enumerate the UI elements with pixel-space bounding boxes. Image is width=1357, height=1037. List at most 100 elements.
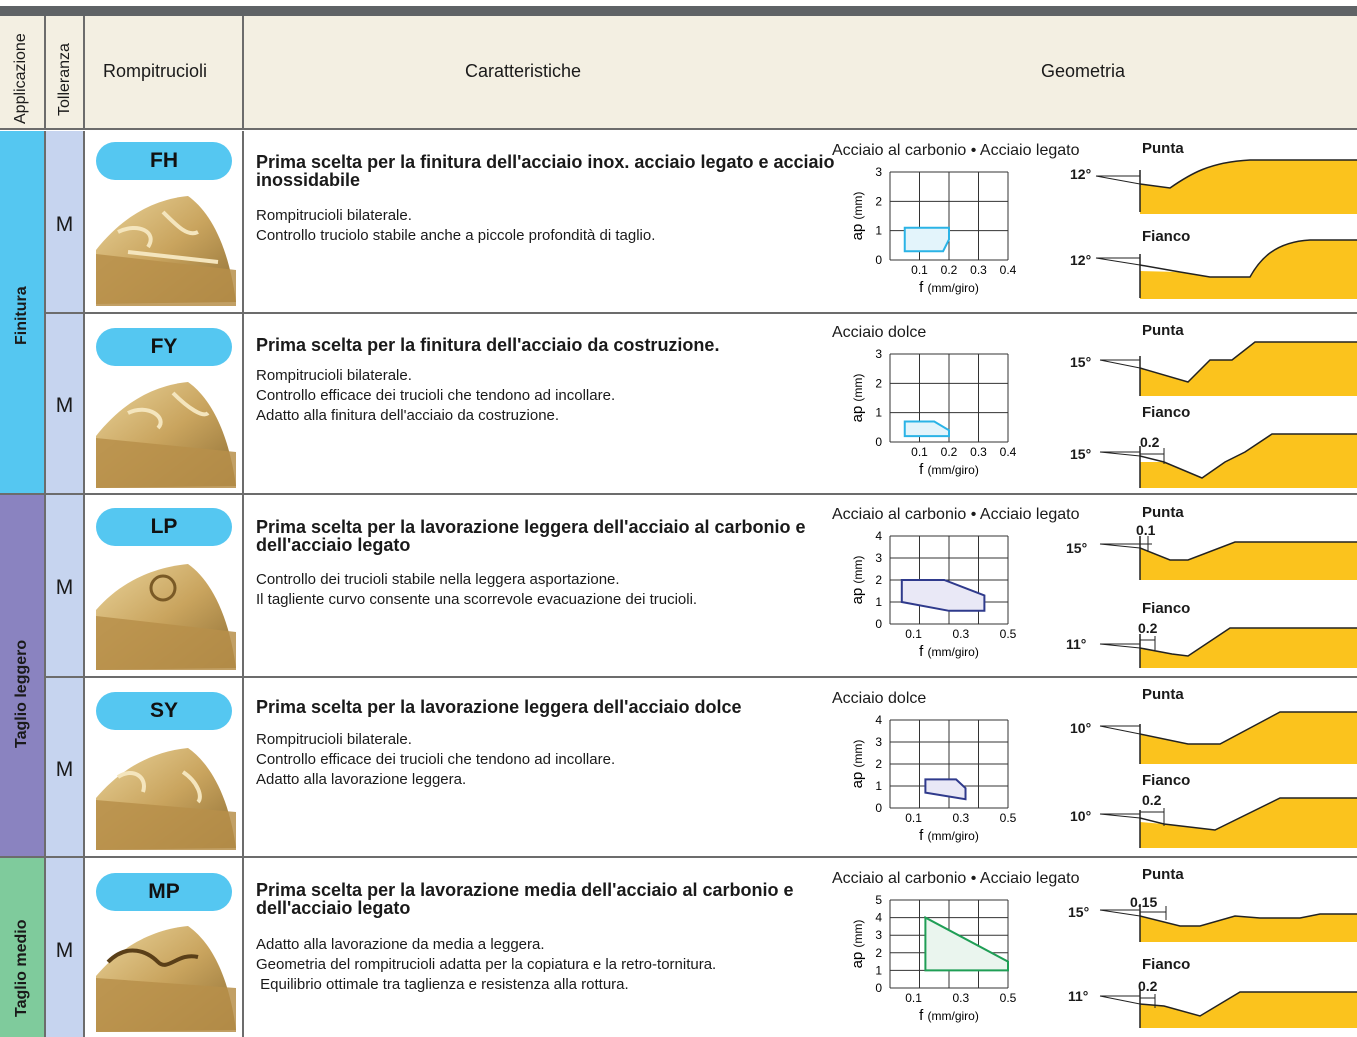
header-caratteristiche-label: Caratteristiche bbox=[465, 61, 582, 81]
application-range-area bbox=[924, 778, 967, 801]
x-tick-label: 0.3 bbox=[952, 811, 969, 825]
y-tick-label: 0 bbox=[875, 435, 882, 449]
x-tick-label: 0.2 bbox=[941, 445, 958, 459]
punta-angle: 12° bbox=[1070, 166, 1092, 182]
y-tick-label: 3 bbox=[875, 347, 882, 361]
breaker-code-badge: FH bbox=[96, 142, 232, 180]
x-tick-label: 0.1 bbox=[905, 627, 922, 641]
chart-title: Acciaio al carbonio • Acciaio legato bbox=[832, 870, 1080, 887]
punta-label: Punta bbox=[1142, 140, 1184, 157]
x-axis-label: f (mm/giro) bbox=[919, 643, 979, 660]
y-tick-label: 1 bbox=[875, 963, 882, 977]
fianco-dimension: 0.2 bbox=[1138, 620, 1158, 636]
x-axis-unit: (mm/giro) bbox=[928, 281, 979, 295]
chart-title: Acciaio dolce bbox=[832, 690, 927, 707]
punta-profile bbox=[1099, 711, 1357, 848]
punta-profile bbox=[1099, 341, 1357, 488]
row-divider bbox=[46, 312, 1357, 314]
y-axis-label: ap (mm) bbox=[849, 374, 866, 423]
header-top-bar bbox=[0, 6, 1357, 16]
fianco-label: Fianco bbox=[1142, 772, 1191, 789]
punta-angle: 15° bbox=[1070, 354, 1092, 370]
y-axis-label: ap (mm) bbox=[849, 740, 866, 789]
y-tick-label: 2 bbox=[875, 946, 882, 960]
header-caratteristiche: Caratteristiche bbox=[244, 16, 828, 130]
fianco-label: Fianco bbox=[1142, 600, 1191, 617]
x-axis-label: f (mm/giro) bbox=[919, 1007, 979, 1024]
feature-description: Rompitrucioli bilaterale. Controllo truc… bbox=[256, 206, 836, 246]
x-axis-unit: (mm/giro) bbox=[928, 1009, 979, 1023]
fianco-dimension: 0.2 bbox=[1138, 978, 1158, 994]
column-separator bbox=[242, 131, 244, 1037]
chart-plot: 0 1 2 3 4 0.1 0.3 0.5 f (mm/giro) ap (mm) bbox=[849, 713, 1017, 844]
geometry-diagram: Punta 0.15 15° Fianco 0.2 11° bbox=[1060, 860, 1357, 1036]
application-range-chart: Acciaio al carbonio • Acciaio legato 0 1 2… bbox=[828, 870, 1128, 1030]
header-geometria-label: Geometria bbox=[1041, 61, 1126, 81]
fianco-angle: 11° bbox=[1068, 988, 1089, 1004]
feature-line: Equilibrio ottimale tra taglienza e resi… bbox=[256, 976, 629, 993]
application-range-chart: Acciaio al carbonio • Acciaio legato 0 1 2… bbox=[828, 506, 1128, 666]
group-taglio-leggero: Taglio leggero bbox=[0, 494, 46, 857]
y-tick-label: 2 bbox=[875, 573, 882, 587]
feature-line: Controllo efficace dei trucioli che tend… bbox=[256, 751, 616, 768]
x-axis-label: f (mm/giro) bbox=[919, 827, 979, 844]
y-tick-label: 1 bbox=[875, 224, 882, 238]
header-rompitrucioli: Rompitrucioli bbox=[85, 16, 244, 130]
y-tick-label: 4 bbox=[875, 713, 882, 727]
y-axis-label: ap (mm) bbox=[849, 920, 866, 969]
x-axis-label: f (mm/giro) bbox=[919, 279, 979, 296]
application-range-area bbox=[903, 420, 950, 438]
tolerance-value: M bbox=[55, 576, 74, 599]
x-tick-label: 0.3 bbox=[970, 445, 987, 459]
x-axis-unit: (mm/giro) bbox=[928, 645, 979, 659]
feature-line: Controllo truciolo stabile anche a picco… bbox=[256, 227, 656, 244]
x-tick-label: 0.3 bbox=[952, 991, 969, 1005]
breaker-code-badge: SY bbox=[96, 692, 232, 730]
fianco-label: Fianco bbox=[1142, 404, 1191, 421]
y-axis-unit: (mm) bbox=[851, 740, 865, 768]
x-tick-label: 0.5 bbox=[1000, 991, 1017, 1005]
chart-plot: 0 1 2 3 4 0.1 0.3 0.5 f (mm/giro) ap (mm) bbox=[849, 529, 1017, 660]
feature-line: Geometria del rompitrucioli adatta per l… bbox=[256, 956, 717, 973]
header-rompitrucioli-label: Rompitrucioli bbox=[103, 61, 208, 81]
row-divider bbox=[0, 493, 1357, 495]
feature-title: Prima scelta per la lavorazione leggera … bbox=[256, 697, 742, 717]
group-finitura-label: Finitura bbox=[13, 286, 30, 345]
feature-line: Il tagliente curvo consente una scorrevo… bbox=[256, 591, 698, 608]
y-axis-label: ap (mm) bbox=[849, 556, 866, 605]
punta-profile bbox=[1099, 536, 1357, 668]
punta-label: Punta bbox=[1142, 686, 1184, 703]
punta-profile bbox=[1099, 904, 1357, 1028]
x-tick-label: 0.5 bbox=[1000, 811, 1017, 825]
breaker-code-badge: MP bbox=[96, 873, 232, 911]
header-tolleranza-label: Tolleranza bbox=[56, 43, 73, 116]
y-tick-label: 3 bbox=[875, 165, 882, 179]
y-tick-label: 5 bbox=[875, 893, 882, 907]
fianco-label: Fianco bbox=[1142, 956, 1191, 973]
fianco-angle: 12° bbox=[1070, 252, 1092, 268]
chart-plot: 0 1 2 3 4 5 0.1 0.3 0.5 f (mm/giro) ap (mm) bbox=[849, 893, 1017, 1024]
punta-label: Punta bbox=[1142, 504, 1184, 521]
feature-title: Prima scelta per la finitura dell'acciai… bbox=[256, 335, 720, 355]
chart-title: Acciaio al carbonio • Acciaio legato bbox=[832, 506, 1080, 523]
x-tick-label: 0.2 bbox=[941, 263, 958, 277]
geometry-diagram: Punta 15° Fianco 0.2 15° bbox=[1060, 316, 1357, 492]
feature-title: Prima scelta per la lavorazione media de… bbox=[256, 880, 794, 918]
header-applicazione: Applicazione bbox=[0, 16, 46, 130]
fianco-angle: 10° bbox=[1070, 808, 1092, 824]
y-tick-label: 2 bbox=[875, 194, 882, 208]
y-tick-label: 1 bbox=[875, 595, 882, 609]
insert-image bbox=[96, 926, 236, 1032]
fianco-angle: 11° bbox=[1066, 636, 1087, 652]
feature-title: Prima scelta per la finitura dell'acciai… bbox=[256, 152, 835, 190]
y-axis-unit: (mm) bbox=[851, 192, 865, 220]
fianco-label: Fianco bbox=[1142, 228, 1191, 245]
row-divider bbox=[0, 856, 1357, 858]
geometry-diagram: Punta 10° Fianco 0.2 10° bbox=[1060, 680, 1357, 856]
x-tick-label: 0.3 bbox=[970, 263, 987, 277]
header-geometria: Geometria bbox=[828, 16, 1357, 130]
y-axis-unit: (mm) bbox=[851, 920, 865, 948]
chart-plot: 0 1 2 3 0.1 0.2 0.3 0.4 f (mm/giro) ap (mm) bbox=[849, 347, 1017, 478]
feature-description: Rompitrucioli bilaterale. Controllo effi… bbox=[256, 366, 836, 426]
breaker-code-badge: FY bbox=[96, 328, 232, 366]
